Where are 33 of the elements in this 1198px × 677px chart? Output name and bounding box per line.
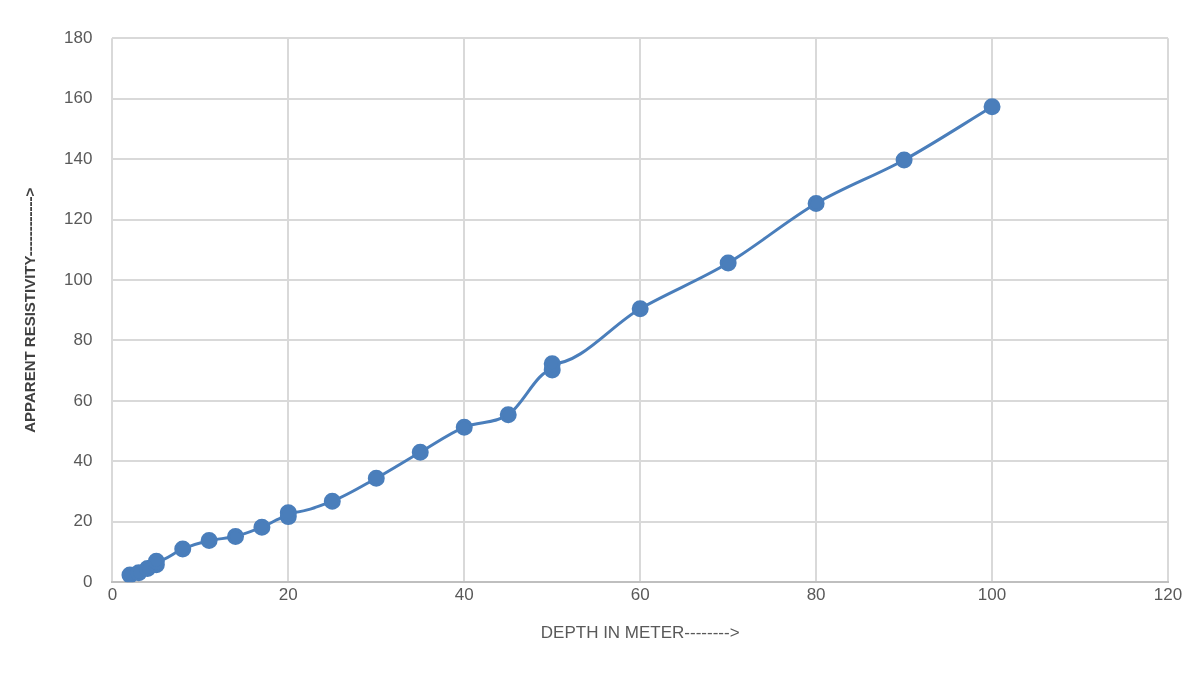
point (455, 418, 473, 436)
y-axis-title: APPARENT RESISTIVITY------------> (21, 187, 39, 433)
y-tick-label: 60 (73, 390, 93, 410)
x-tick-label: 60 (630, 585, 650, 605)
x-tick-label: 20 (278, 585, 298, 605)
point (227, 528, 245, 546)
point (719, 254, 737, 272)
x-tick-label: 120 (1153, 585, 1183, 605)
point (200, 531, 218, 549)
x-axis-title: DEPTH IN METER--------> (540, 623, 740, 643)
y-tick-label: 100 (63, 269, 93, 289)
point (807, 195, 825, 213)
y-tick-label: 160 (63, 88, 93, 108)
x-tick-label: 0 (107, 585, 118, 605)
point (895, 151, 913, 169)
point (499, 406, 517, 424)
point (174, 540, 192, 558)
point (983, 98, 1001, 116)
point (411, 443, 429, 461)
x-tick-label: 100 (977, 585, 1007, 605)
y-tick-label: 20 (73, 511, 93, 531)
y-tick-label: 80 (73, 330, 93, 350)
y-tick-label: 140 (63, 148, 93, 168)
x-tick-label: 40 (454, 585, 474, 605)
y-tick-label: 0 (82, 571, 93, 591)
y-tick-label: 180 (63, 27, 93, 47)
point (631, 300, 649, 318)
point (253, 518, 271, 536)
y-tick-label: 40 (73, 451, 93, 470)
point (367, 469, 385, 487)
y-tick-label: 120 (63, 209, 93, 229)
point (323, 492, 341, 510)
x-tick-label: 80 (806, 585, 826, 605)
